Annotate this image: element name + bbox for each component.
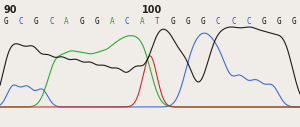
Text: G: G: [277, 17, 281, 26]
Text: C: C: [216, 17, 220, 26]
Text: C: C: [246, 17, 251, 26]
Text: C: C: [125, 17, 130, 26]
Text: G: G: [94, 17, 99, 26]
Text: G: G: [4, 17, 8, 26]
Text: 90: 90: [3, 5, 16, 15]
Text: G: G: [186, 17, 190, 26]
Text: C: C: [231, 17, 236, 26]
Text: A: A: [64, 17, 69, 26]
Text: G: G: [34, 17, 39, 26]
Text: G: G: [261, 17, 266, 26]
Text: G: G: [292, 17, 296, 26]
Text: 100: 100: [142, 5, 162, 15]
Text: A: A: [110, 17, 114, 26]
Text: G: G: [201, 17, 206, 26]
Text: T: T: [155, 17, 160, 26]
Text: C: C: [19, 17, 23, 26]
Text: G: G: [80, 17, 84, 26]
Text: G: G: [170, 17, 175, 26]
Text: A: A: [140, 17, 145, 26]
Text: C: C: [49, 17, 54, 26]
